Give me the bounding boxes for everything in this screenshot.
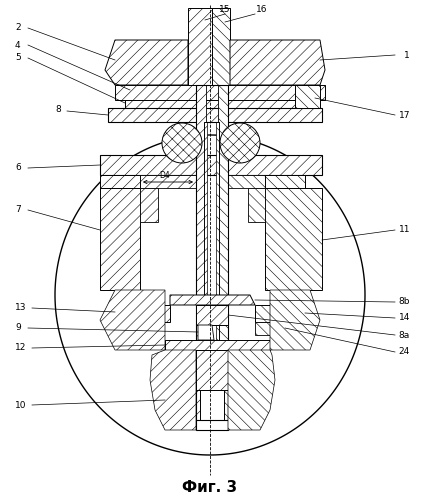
- Text: 11: 11: [398, 226, 410, 234]
- Text: 17: 17: [398, 110, 410, 120]
- Polygon shape: [115, 85, 325, 100]
- Polygon shape: [100, 155, 322, 175]
- Text: Фиг. 3: Фиг. 3: [182, 480, 238, 494]
- Text: 2: 2: [15, 24, 21, 32]
- Text: D4: D4: [160, 171, 170, 180]
- Polygon shape: [228, 350, 275, 430]
- Text: 5: 5: [15, 54, 21, 62]
- Polygon shape: [222, 175, 305, 188]
- Text: 14: 14: [399, 314, 410, 322]
- Bar: [196, 85, 206, 425]
- Polygon shape: [196, 420, 228, 430]
- Polygon shape: [212, 8, 230, 85]
- Polygon shape: [188, 8, 212, 85]
- Text: 8a: 8a: [399, 330, 410, 340]
- Text: 6: 6: [15, 164, 21, 172]
- Polygon shape: [248, 188, 265, 222]
- Polygon shape: [55, 135, 365, 455]
- Polygon shape: [200, 390, 224, 420]
- Polygon shape: [150, 350, 196, 430]
- Text: 8b: 8b: [398, 298, 410, 306]
- Circle shape: [162, 123, 202, 163]
- Polygon shape: [165, 340, 270, 350]
- Polygon shape: [255, 322, 285, 335]
- Bar: [196, 85, 228, 425]
- Text: 7: 7: [15, 206, 21, 214]
- Bar: [204, 122, 207, 402]
- Text: 1: 1: [404, 50, 410, 59]
- Bar: [216, 122, 219, 402]
- Polygon shape: [108, 108, 322, 122]
- Polygon shape: [255, 305, 305, 322]
- Bar: [218, 85, 228, 425]
- Text: 9: 9: [15, 324, 21, 332]
- Polygon shape: [196, 350, 228, 390]
- Circle shape: [220, 123, 260, 163]
- Polygon shape: [196, 305, 228, 325]
- Bar: [204, 122, 219, 402]
- Polygon shape: [140, 188, 158, 222]
- Polygon shape: [170, 295, 255, 305]
- Polygon shape: [100, 290, 165, 350]
- Polygon shape: [100, 175, 140, 188]
- Polygon shape: [198, 325, 214, 340]
- Polygon shape: [265, 188, 322, 290]
- Text: 4: 4: [15, 40, 21, 50]
- Text: 10: 10: [15, 400, 26, 409]
- Polygon shape: [120, 175, 200, 188]
- Text: 8: 8: [55, 106, 61, 114]
- Polygon shape: [295, 85, 320, 108]
- Text: 15: 15: [219, 6, 231, 15]
- Text: 12: 12: [15, 344, 26, 352]
- Text: 13: 13: [15, 304, 26, 312]
- Polygon shape: [115, 305, 170, 322]
- Text: 16: 16: [256, 6, 268, 15]
- Polygon shape: [265, 175, 305, 188]
- Text: 24: 24: [399, 348, 410, 356]
- Polygon shape: [230, 40, 325, 85]
- Polygon shape: [270, 290, 320, 350]
- Polygon shape: [100, 188, 140, 290]
- Polygon shape: [105, 40, 188, 85]
- Polygon shape: [125, 100, 315, 108]
